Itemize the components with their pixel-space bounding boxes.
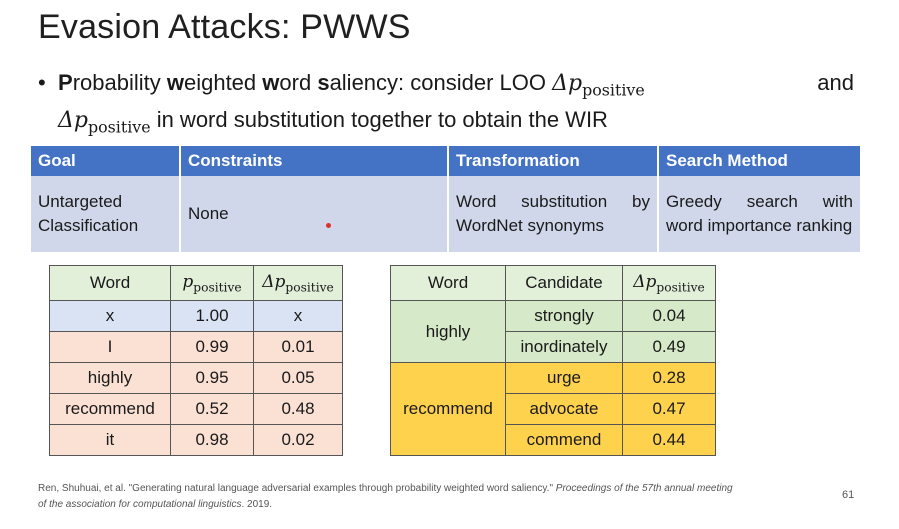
text-part: ord [279, 70, 318, 95]
table-row: it 0.98 0.02 [49, 424, 343, 456]
bullet-line-1: Probability weighted word saliency: cons… [58, 68, 858, 105]
header-word: Word [390, 265, 506, 301]
laser-pointer-dot-icon [326, 223, 331, 228]
and-word: and [817, 70, 854, 95]
word-importance-table: Word ppositive Δppositive x 1.00 x I 0.9… [49, 265, 343, 456]
cell-p: 0.52 [170, 393, 254, 425]
header-candidate: Candidate [505, 265, 623, 301]
table-row: commend 0.44 [391, 424, 716, 456]
bullet-text: Probability weighted word saliency: cons… [58, 68, 858, 143]
header-delta-p-positive: Δppositive [253, 265, 343, 301]
initial-s: s [317, 70, 330, 95]
bullet-line-1-text: Probability weighted word saliency: cons… [58, 68, 645, 105]
cell-p: 0.98 [170, 424, 254, 456]
bullet-line-2: Δppositive in word substitution together… [58, 105, 858, 142]
initial-w: w [166, 70, 184, 95]
delta-p-positive: Δppositive [552, 71, 645, 100]
cell-dp: 0.01 [253, 331, 343, 363]
table-header-row: Word ppositive Δppositive [49, 265, 343, 301]
table-row: recommend 0.52 0.48 [49, 393, 343, 425]
initial-p: P [58, 70, 73, 95]
cell-p: 0.99 [170, 331, 254, 363]
cell-search-method: Greedy search with word importance ranki… [658, 176, 860, 252]
cell-constraints: None [180, 176, 449, 252]
bullet-point: • Probability weighted word saliency: co… [38, 68, 858, 143]
header-transformation: Transformation [448, 146, 659, 176]
header-goal: Goal [31, 146, 181, 176]
text-part: eighted [183, 70, 263, 95]
table-row: inordinately 0.49 [391, 331, 716, 363]
cell-candidate: commend [505, 424, 623, 456]
text-part: in word substitution together to obtain … [150, 107, 608, 133]
cell-dp: x [253, 300, 343, 332]
cell-dp: 0.47 [622, 393, 716, 425]
header-delta-p-positive: Δppositive [622, 265, 716, 301]
cell-dp: 0.28 [622, 362, 716, 394]
cell-candidate: advocate [505, 393, 623, 425]
cell-dp: 0.04 [622, 300, 716, 332]
header-constraints: Constraints [180, 146, 449, 176]
citation-main: Ren, Shuhuai, et al. "Generating natural… [38, 483, 556, 494]
cell-word: I [49, 331, 171, 363]
table-row: Untargeted Classification None Word subs… [31, 176, 860, 252]
header-word: Word [49, 265, 171, 301]
table-row: highly 0.95 0.05 [49, 362, 343, 394]
cell-dp: 0.02 [253, 424, 343, 456]
table-row: recommend urge 0.28 [390, 362, 716, 456]
slide-title: Evasion Attacks: PWWS [38, 8, 411, 46]
cell-candidate: inordinately [505, 331, 623, 363]
table-header-row: Goal Constraints Transformation Search M… [31, 146, 860, 176]
cell-dp: 0.44 [622, 424, 716, 456]
table-row: highly strongly 0.04 [390, 300, 716, 363]
citation-venue: Proceedings of the 57th annual meeting o… [38, 483, 733, 510]
cell-word: recommend [390, 362, 506, 456]
text-part: robability [72, 70, 167, 95]
bullet-dot-icon: • [38, 70, 46, 95]
table-row: x 1.00 x [49, 300, 343, 332]
cell-transformation: Word substitution by WordNet synonyms [448, 176, 659, 252]
text-part: aliency: consider LOO [329, 70, 546, 95]
table-row: I 0.99 0.01 [49, 331, 343, 363]
cell-candidate: strongly [505, 300, 623, 332]
substitution-candidates-table: Word Candidate Δppositive highly strongl… [390, 265, 716, 456]
delta-p-positive: Δppositive [58, 108, 151, 137]
cell-word: it [49, 424, 171, 456]
table-header-row: Word Candidate Δppositive [390, 265, 716, 301]
header-search-method: Search Method [658, 146, 860, 176]
page-number: 61 [842, 489, 855, 501]
header-p-positive: ppositive [170, 265, 254, 301]
cell-dp: 0.05 [253, 362, 343, 394]
cell-word: highly [49, 362, 171, 394]
cell-candidate: urge [505, 362, 623, 394]
cell-word: recommend [49, 393, 171, 425]
cell-dp: 0.48 [253, 393, 343, 425]
citation: Ren, Shuhuai, et al. "Generating natural… [38, 481, 738, 513]
citation-tail: . 2019. [241, 499, 273, 510]
cell-word: highly [390, 300, 506, 363]
initial-w: w [262, 70, 280, 95]
cell-p: 0.95 [170, 362, 254, 394]
cell-word: x [49, 300, 171, 332]
cell-p: 1.00 [170, 300, 254, 332]
attack-summary-table: Goal Constraints Transformation Search M… [31, 146, 860, 252]
cell-dp: 0.49 [622, 331, 716, 363]
cell-goal: Untargeted Classification [31, 176, 181, 252]
